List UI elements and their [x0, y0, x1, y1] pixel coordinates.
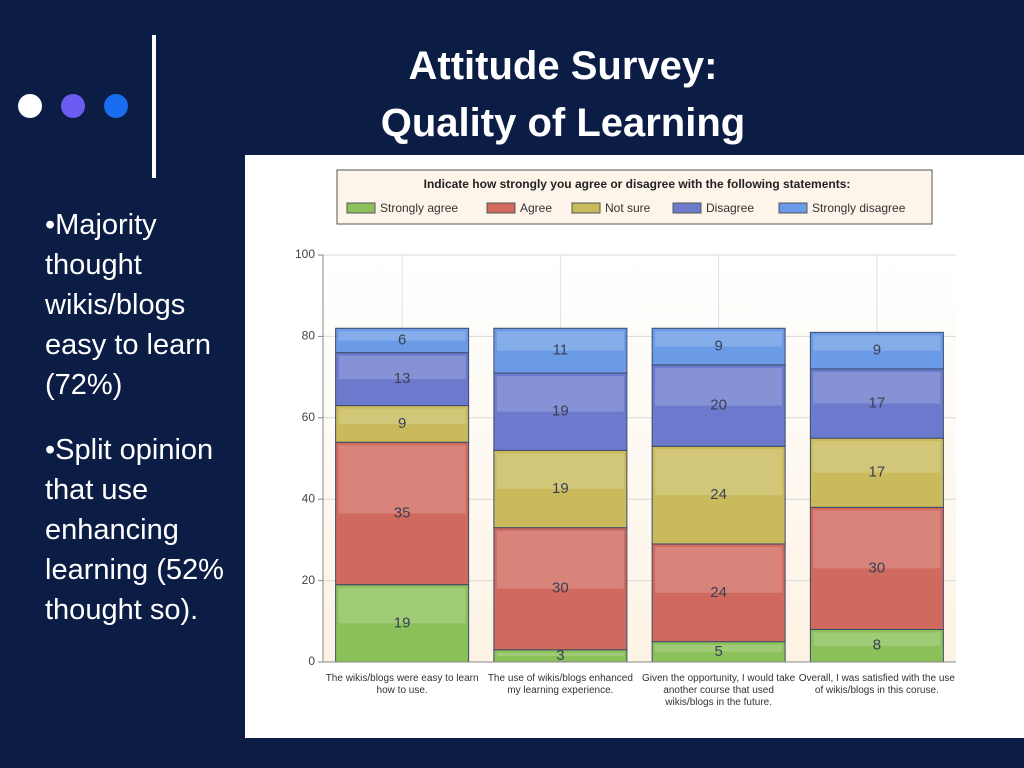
segment-highlight: [655, 367, 783, 406]
segment-highlight: [338, 331, 466, 341]
bar-segment: [335, 441, 470, 586]
segment-highlight: [496, 331, 624, 351]
value-label: 13: [394, 370, 411, 387]
segment-highlight: [496, 453, 624, 490]
bar-segment: [335, 405, 470, 443]
value-label: 17: [869, 464, 886, 481]
segment-highlight: [655, 331, 783, 347]
bar-segment: [809, 506, 944, 630]
bar-segment: [809, 331, 944, 370]
legend-swatch: [346, 202, 376, 214]
y-tick-label: 20: [302, 573, 316, 587]
segment-highlight: [338, 587, 466, 624]
segment-highlight: [655, 546, 783, 593]
legend: [336, 169, 933, 225]
value-label: 30: [869, 559, 886, 576]
segment-highlight: [496, 376, 624, 412]
legend-label: Strongly disagree: [812, 201, 906, 215]
y-tick-label: 40: [302, 491, 316, 505]
legend-label: Not sure: [605, 201, 651, 215]
x-tick-label: Given the opportunity, I would take anot…: [642, 673, 796, 708]
value-label: 6: [398, 331, 406, 348]
bar-segment: [493, 327, 628, 374]
value-label: 5: [714, 643, 722, 660]
x-tick-label: The use of wikis/blogs enhanced my learn…: [487, 673, 633, 696]
value-label: 9: [714, 338, 722, 355]
dot: [61, 94, 85, 118]
value-label: 30: [552, 580, 569, 597]
segment-highlight: [813, 510, 941, 569]
value-label: 9: [873, 342, 881, 359]
value-label: 35: [394, 504, 411, 521]
bar-segment: [335, 352, 470, 407]
bar-segment: [493, 372, 628, 451]
value-label: 19: [552, 403, 569, 420]
legend-label: Agree: [520, 201, 552, 215]
legend-swatch: [571, 202, 601, 214]
legend-swatch: [778, 202, 808, 214]
segment-highlight: [655, 449, 783, 496]
dot: [18, 94, 42, 118]
x-tick-label: The wikis/blogs were easy to learn how t…: [325, 673, 479, 696]
x-tick-label: Overall, I was satisfied with the use of…: [798, 673, 955, 696]
value-label: 19: [394, 614, 411, 631]
segment-highlight: [338, 355, 466, 380]
y-tick-label: 0: [308, 654, 315, 668]
bar-segment: [809, 437, 944, 508]
value-label: 17: [869, 395, 886, 412]
value-label: 8: [873, 637, 881, 654]
bar-segment: [493, 527, 628, 651]
value-label: 9: [398, 415, 406, 432]
y-tick-label: 60: [302, 410, 316, 424]
value-label: 11: [553, 342, 569, 359]
legend-swatch: [672, 202, 702, 214]
legend-title: Indicate how strongly you agree or disag…: [424, 177, 851, 191]
title-line: Quality of Learning: [380, 101, 746, 145]
value-label: 3: [556, 647, 564, 664]
segment-highlight: [338, 445, 466, 514]
bar-segment: [493, 449, 628, 529]
dot: [104, 94, 128, 118]
legend-swatch: [486, 202, 516, 214]
legend-label: Strongly agree: [380, 201, 458, 215]
bar-segment: [335, 327, 470, 354]
value-label: 24: [710, 584, 727, 601]
y-tick-label: 80: [302, 329, 316, 343]
segment-highlight: [496, 652, 624, 656]
bar-segment: [809, 368, 944, 439]
segment-highlight: [813, 632, 941, 646]
bar-segment: [651, 543, 786, 643]
bullet: •Split opinion that use enhancing learni…: [45, 434, 224, 626]
segment-highlight: [813, 335, 941, 351]
segment-highlight: [338, 408, 466, 424]
value-label: 20: [710, 397, 727, 414]
value-label: 19: [552, 480, 569, 497]
bar-segment: [651, 445, 786, 545]
segment-highlight: [655, 644, 783, 652]
segment-highlight: [813, 441, 941, 473]
y-tick-label: 100: [295, 247, 315, 261]
value-label: 24: [710, 486, 727, 503]
legend-label: Disagree: [706, 201, 754, 215]
bullet: •Majority thought wikis/blogs easy to le…: [45, 209, 212, 401]
segment-highlight: [496, 530, 624, 589]
segment-highlight: [813, 371, 941, 404]
bar-segment: [651, 327, 786, 366]
title-line: Attitude Survey:: [408, 44, 718, 88]
